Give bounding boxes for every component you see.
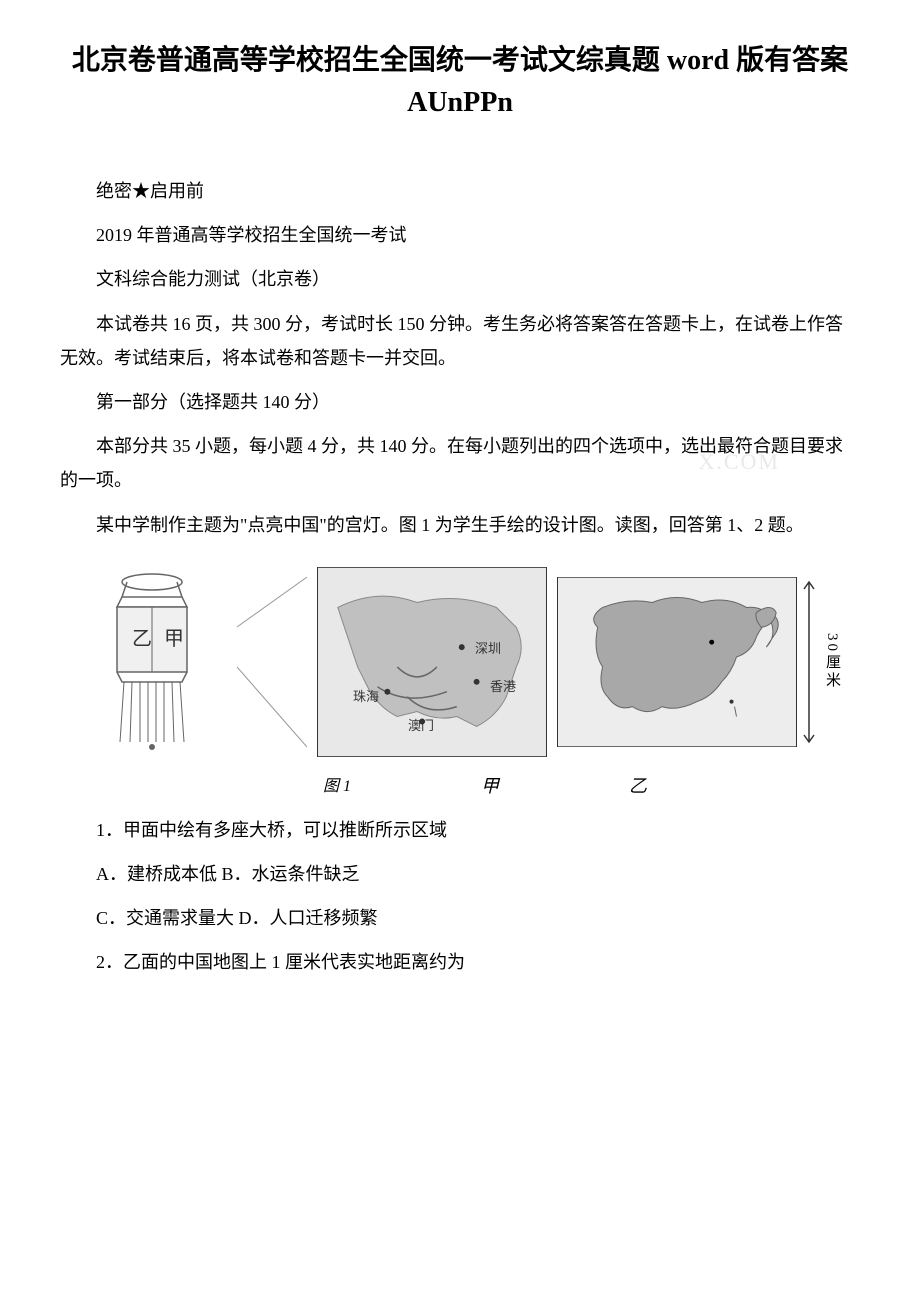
city-label-xianggang: 香港 [490,676,516,695]
question-1-options-line2: C．交通需求量大 D．人口迁移频繁 [60,901,860,935]
context-text: 某中学制作主题为"点亮中国"的宫灯。图 1 为学生手绘的设计图。读图，回答第 1… [60,508,860,542]
city-label-shenzhen: 深圳 [475,638,501,657]
question-2-text: 2．乙面的中国地图上 1 厘米代表实地距离约为 [60,945,860,979]
document-title: 北京卷普通高等学校招生全国统一考试文综真题 word 版有答案 AUnPPn [60,40,860,124]
label-yi: 乙 [629,772,647,798]
lantern-icon: 乙 甲 [82,567,222,757]
exam-name: 文科综合能力测试（北京卷） [60,262,860,296]
figure-1-container: 乙 甲 [60,562,860,762]
exam-instructions: 本试卷共 16 页，共 300 分，考试时长 150 分钟。考生务必将答案答在答… [60,307,860,375]
svg-text:甲: 甲 [164,628,184,650]
header-secret: 绝密★启用前 [60,174,860,208]
svg-text:乙: 乙 [132,628,152,650]
connector-lines-icon [237,567,307,757]
map-yi-china [557,577,797,747]
dimension-arrow-icon [797,577,822,747]
dimension-label: 30厘米 [822,633,843,690]
map-jia-pearl-delta: 深圳 珠海 香港 澳门 [317,567,547,757]
question-1-options-line1: A．建桥成本低 B．水运条件缺乏 [60,857,860,891]
figure-caption: 图 1 [323,772,351,798]
city-label-zhuhai: 珠海 [353,686,379,705]
section-header: 第一部分（选择题共 140 分） [60,385,860,419]
exam-year: 2019 年普通高等学校招生全国统一考试 [60,218,860,252]
label-jia: 甲 [481,772,499,798]
section-instructions: 本部分共 35 小题，每小题 4 分，共 140 分。在每小题列出的四个选项中，… [60,429,860,497]
china-map-icon [558,577,796,747]
figure-face-labels: 图 1 甲 乙 [60,772,860,798]
lantern-drawing: 乙 甲 [77,562,227,762]
question-1-text: 1．甲面中绘有多座大桥，可以推断所示区域 [60,813,860,847]
map-yi-group: 30厘米 [557,577,843,747]
city-label-aomen: 澳门 [408,715,434,734]
